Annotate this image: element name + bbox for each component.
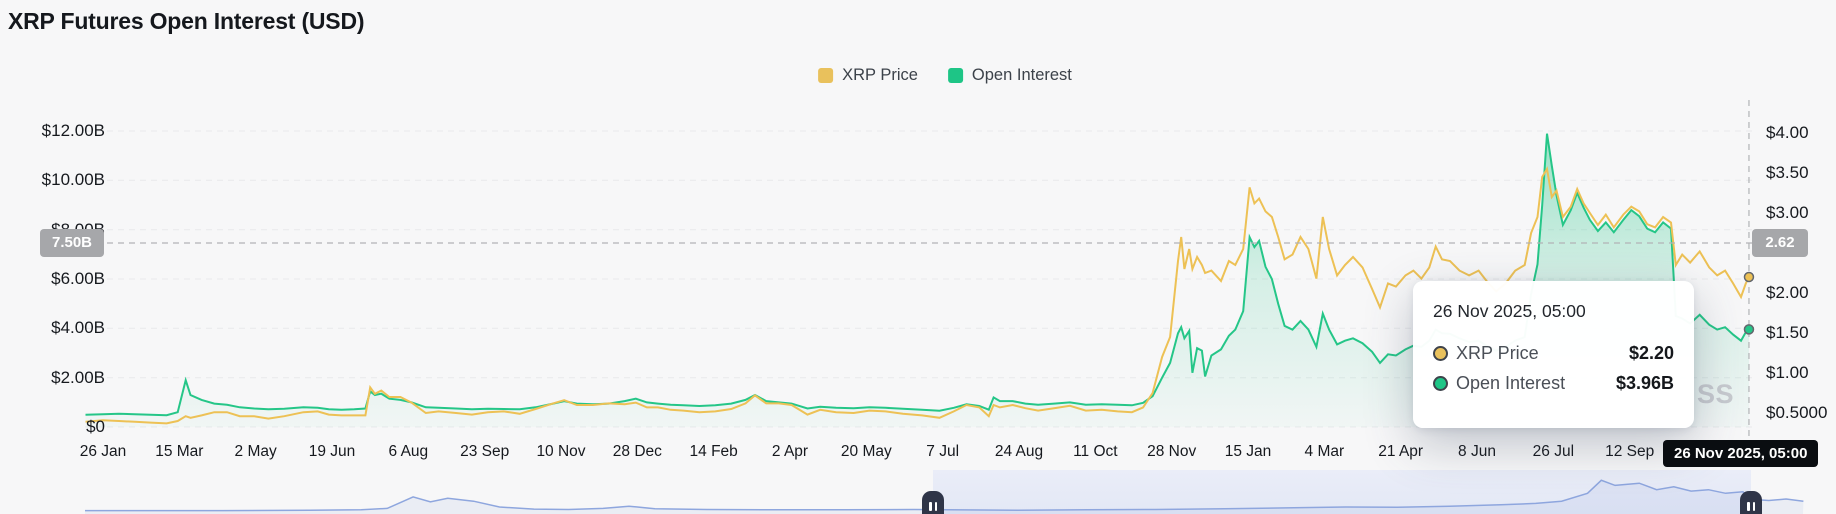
tooltip-row: XRP Price $2.20 — [1433, 338, 1674, 368]
x-axis-tick-label: 26 Jul — [1532, 443, 1575, 460]
right-axis-tick-label: $1.00 — [1766, 363, 1809, 382]
handle-grip-icon — [934, 502, 937, 511]
tooltip-row: Open Interest $3.96B — [1433, 368, 1674, 398]
right-axis-tick-label: $0.5000 — [1766, 403, 1828, 422]
legend-label: Open Interest — [971, 66, 1072, 84]
left-axis-crosshair-badge: 7.50B — [40, 229, 104, 257]
x-axis-tick-label: 2 Apr — [771, 443, 809, 460]
left-axis-tick-label: $0 — [86, 417, 105, 436]
navigator-right-handle[interactable] — [1740, 491, 1762, 514]
tooltip-series-dot — [1433, 345, 1448, 361]
right-axis-crosshair-badge: 2.62 — [1752, 229, 1808, 257]
tooltip-date: 26 Nov 2025, 05:00 — [1433, 301, 1586, 321]
x-axis-tick-label: 21 Apr — [1378, 443, 1424, 460]
handle-grip-icon — [1752, 502, 1755, 511]
x-axis-tick-label: 8 Jun — [1458, 443, 1496, 460]
xrp-price-line — [85, 166, 1750, 425]
x-axis-tick-label: 2 May — [234, 443, 277, 460]
tooltip-series-dot — [1433, 375, 1448, 391]
left-axis-tick-label: $12.00B — [41, 121, 105, 140]
tooltip-series-label: XRP Price — [1456, 342, 1539, 363]
chart-tooltip: 26 Nov 2025, 05:00 XRP Price $2.20 Open In… — [1413, 281, 1694, 428]
right-axis-tick-label: $4.00 — [1766, 123, 1809, 142]
x-axis-tick-label: 11 Oct — [1073, 443, 1118, 460]
x-axis-tick-label: 23 Sep — [460, 443, 510, 460]
legend: XRP Price Open Interest — [818, 66, 1072, 85]
left-axis-tick-label: $10.00B — [41, 170, 105, 190]
x-axis-tick-label: 14 Feb — [689, 443, 738, 460]
right-axis-tick-label: $3.50 — [1766, 163, 1809, 182]
legend-swatch — [947, 68, 963, 83]
series-endpoint-dots — [1743, 271, 1755, 335]
x-axis-tick-label: 4 Mar — [1304, 443, 1345, 460]
navigator-area — [85, 480, 1804, 514]
tooltip-rows: XRP Price $2.20 Open Interest $3.96B — [1433, 338, 1674, 398]
page-title: XRP Futures Open Interest (USD) — [8, 8, 365, 34]
x-axis-tick-label: 20 May — [840, 443, 892, 460]
left-axis-tick-label: $6.00B — [51, 269, 105, 288]
x-axis-tick-label: 28 Nov — [1147, 443, 1197, 460]
right-axis-tick-label: $1.50 — [1766, 323, 1809, 342]
x-axis-crosshair-badge: 26 Nov 2025, 05:00 — [1663, 440, 1819, 467]
left-axis-tick-label: $4.00B — [51, 318, 105, 338]
right-axis-tick-label: $2.00 — [1766, 283, 1809, 302]
handle-grip-icon — [929, 502, 932, 511]
x-axis-tick-label: 15 Jan — [1224, 443, 1272, 460]
x-axis-tick-label: 28 Dec — [612, 443, 662, 460]
legend-item[interactable]: Open Interest — [947, 66, 1072, 85]
x-axis-tick-label: 26 Jan — [79, 443, 127, 460]
range-navigator[interactable] — [0, 470, 1836, 514]
x-axis-tick-label: 24 Aug — [994, 443, 1044, 460]
x-axis-tick-label: 10 Nov — [536, 443, 586, 460]
navigator-left-handle[interactable] — [922, 491, 944, 514]
legend-swatch — [818, 68, 834, 83]
open-interest-area — [85, 133, 1749, 427]
tooltip-series-label: Open Interest — [1456, 372, 1566, 393]
x-axis-tick-label: 19 Jun — [308, 443, 356, 460]
x-axis-tick-label: 12 Sep — [1605, 443, 1655, 460]
handle-grip-icon — [1747, 502, 1750, 511]
watermark-text: SS — [1697, 379, 1735, 409]
tooltip-series-value: $2.20 — [1628, 342, 1674, 363]
x-axis-tick-label: 7 Jul — [926, 443, 960, 460]
tooltip-series-value: $3.96B — [1615, 372, 1674, 393]
left-axis-tick-label: $2.00B — [51, 367, 105, 387]
right-axis-tick-label: $3.00 — [1766, 203, 1809, 222]
crosshair — [85, 100, 1756, 440]
navigator-line — [85, 479, 1804, 512]
legend-label: XRP Price — [842, 66, 918, 84]
legend-item[interactable]: XRP Price — [818, 66, 918, 85]
x-axis-tick-label: 6 Aug — [388, 443, 429, 460]
navigator-mini-chart — [85, 479, 1804, 514]
x-axis-tick-label: 15 Mar — [155, 443, 204, 460]
